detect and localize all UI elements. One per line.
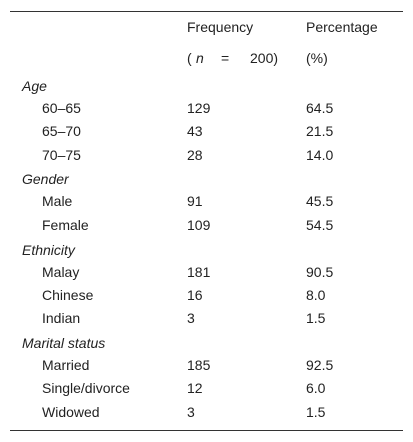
percentage: 1.5 — [306, 403, 326, 420]
section-title: Age — [22, 78, 47, 94]
percentage: 6.0 — [306, 380, 326, 397]
row-label: Female — [42, 216, 89, 233]
frequency: 12 — [187, 380, 203, 397]
frequency: 16 — [187, 286, 203, 303]
column-header: Percentage — [306, 19, 378, 35]
frequency: 109 — [187, 216, 211, 233]
frequency: 28 — [187, 146, 203, 163]
row-label: Chinese — [42, 286, 94, 303]
row-label: 70–75 — [42, 146, 81, 163]
percentage: 45.5 — [306, 193, 334, 210]
row-label: Malay — [42, 263, 80, 280]
section-title: Gender — [22, 171, 69, 188]
percentage: 1.5 — [306, 310, 326, 327]
row-label: Married — [42, 356, 90, 373]
bottom-rule — [10, 430, 403, 431]
n-note: n — [196, 50, 204, 66]
frequency: 3 — [187, 310, 195, 327]
percentage: 54.5 — [306, 216, 334, 233]
percentage: 14.0 — [306, 146, 334, 163]
percentage: 8.0 — [306, 286, 326, 303]
frequency: 185 — [187, 356, 211, 373]
percentage: 64.5 — [306, 100, 334, 116]
section-title: Ethnicity — [22, 241, 75, 258]
row-label: Single/divorce — [42, 380, 130, 397]
frequency: 43 — [187, 123, 203, 140]
row-label: 65–70 — [42, 123, 81, 140]
pct-note: (%) — [306, 50, 328, 66]
frequency: 129 — [187, 100, 211, 116]
section-title: Marital status — [22, 334, 106, 351]
frequency: 91 — [187, 193, 203, 210]
n-note: 200) — [250, 50, 279, 66]
row-label: Indian — [42, 310, 81, 327]
percentage: 21.5 — [306, 123, 334, 140]
row-label: 60–65 — [42, 100, 81, 116]
row-label: Male — [42, 193, 73, 210]
frequency: 3 — [187, 403, 195, 420]
percentage: 90.5 — [306, 263, 334, 280]
n-note: = — [221, 50, 230, 66]
percentage: 92.5 — [306, 356, 334, 373]
column-header: Frequency — [187, 19, 254, 35]
top-rule — [10, 11, 403, 12]
n-note: ( — [187, 50, 192, 66]
row-label: Widowed — [42, 403, 100, 420]
frequency: 181 — [187, 263, 211, 280]
